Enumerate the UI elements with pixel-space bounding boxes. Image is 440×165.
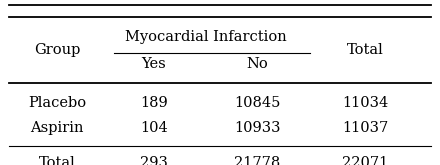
Text: Myocardial Infarction: Myocardial Infarction xyxy=(125,30,286,44)
Text: 104: 104 xyxy=(140,121,168,135)
Text: Group: Group xyxy=(34,43,81,56)
Text: Placebo: Placebo xyxy=(28,96,86,110)
Text: 189: 189 xyxy=(140,96,168,110)
Text: 11034: 11034 xyxy=(342,96,389,110)
Text: 293: 293 xyxy=(140,156,168,165)
Text: 21778: 21778 xyxy=(234,156,281,165)
Text: 22071: 22071 xyxy=(342,156,389,165)
Text: 10933: 10933 xyxy=(234,121,281,135)
Text: Total: Total xyxy=(347,43,384,56)
Text: 11037: 11037 xyxy=(342,121,389,135)
Text: Aspirin: Aspirin xyxy=(30,121,84,135)
Text: Yes: Yes xyxy=(142,57,166,70)
Text: 10845: 10845 xyxy=(234,96,281,110)
Text: No: No xyxy=(246,57,268,70)
Text: Total: Total xyxy=(39,156,76,165)
